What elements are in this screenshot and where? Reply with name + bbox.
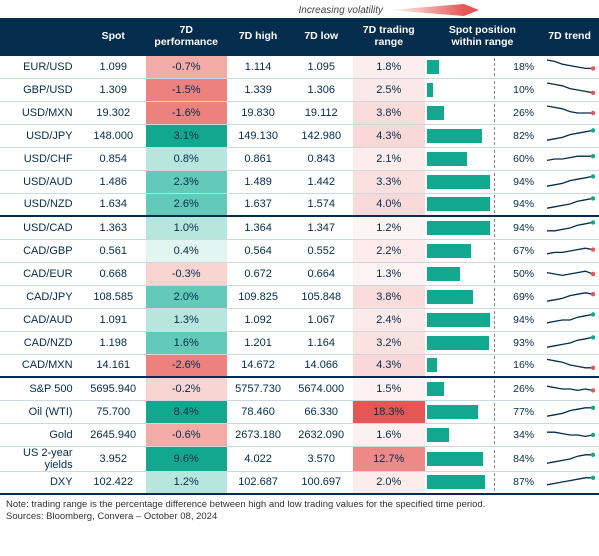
table-row: GBP/USD1.309-1.5%1.3391.3062.5%10%: [0, 78, 599, 101]
table-row: CAD/AUD1.0911.3%1.0921.0672.4%94%: [0, 308, 599, 331]
col-trend: 7D trend: [540, 18, 599, 55]
trend-sparkline: [540, 262, 599, 285]
note-line: Note: trading range is the percentage di…: [6, 499, 593, 511]
position-bar: 34%: [425, 423, 540, 446]
trend-sparkline: [540, 446, 599, 471]
position-bar: 50%: [425, 262, 540, 285]
table-row: USD/NZD1.6342.6%1.6371.5744.0%94%: [0, 193, 599, 216]
trend-sparkline: [540, 377, 599, 400]
position-bar: 87%: [425, 471, 540, 494]
trend-sparkline: [540, 216, 599, 239]
col-perf: 7Dperformance: [146, 18, 227, 55]
table-row: DXY102.4221.2%102.687100.6972.0%87%: [0, 471, 599, 494]
position-bar: 16%: [425, 354, 540, 377]
position-bar: 69%: [425, 285, 540, 308]
trend-sparkline: [540, 193, 599, 216]
trend-sparkline: [540, 78, 599, 101]
trend-sparkline: [540, 170, 599, 193]
col-pos: Spot positionwithin range: [425, 18, 540, 55]
position-bar: 10%: [425, 78, 540, 101]
fx-table: Spot7Dperformance7D high7D low7D trading…: [0, 18, 599, 495]
table-row: S&P 5005695.940-0.2%5757.7305674.0001.5%…: [0, 377, 599, 400]
col-range: 7D tradingrange: [353, 18, 425, 55]
position-bar: 18%: [425, 55, 540, 78]
position-bar: 84%: [425, 446, 540, 471]
table-row: USD/CAD1.3631.0%1.3641.3471.2%94%: [0, 216, 599, 239]
note-line: Sources: Bloomberg, Convera – October 08…: [6, 511, 593, 523]
trend-sparkline: [540, 147, 599, 170]
trend-sparkline: [540, 55, 599, 78]
table-row: USD/AUD1.4862.3%1.4891.4423.3%94%: [0, 170, 599, 193]
col-high: 7D high: [227, 18, 290, 55]
table-row: USD/MXN19.302-1.6%19.83019.1123.8%26%: [0, 101, 599, 124]
position-bar: 26%: [425, 377, 540, 400]
table-row: USD/JPY148.0003.1%149.130142.9804.3%82%: [0, 124, 599, 147]
volatility-legend: Increasing volatility: [0, 0, 599, 18]
footnotes: Note: trading range is the percentage di…: [0, 495, 599, 523]
position-bar: 67%: [425, 239, 540, 262]
table-row: CAD/EUR0.668-0.3%0.6720.6641.3%50%: [0, 262, 599, 285]
position-bar: 82%: [425, 124, 540, 147]
trend-sparkline: [540, 285, 599, 308]
position-bar: 94%: [425, 216, 540, 239]
position-bar: 26%: [425, 101, 540, 124]
table-row: Gold2645.940-0.6%2673.1802632.0901.6%34%: [0, 423, 599, 446]
table-row: US 2-year yields3.9529.6%4.0223.57012.7%…: [0, 446, 599, 471]
position-bar: 94%: [425, 170, 540, 193]
header-row: Spot7Dperformance7D high7D low7D trading…: [0, 18, 599, 55]
table-row: CAD/MXN14.161-2.6%14.67214.0664.3%16%: [0, 354, 599, 377]
table-row: USD/CHF0.8540.8%0.8610.8432.1%60%: [0, 147, 599, 170]
trend-sparkline: [540, 400, 599, 423]
position-bar: 93%: [425, 331, 540, 354]
position-bar: 94%: [425, 193, 540, 216]
legend-gradient: [389, 4, 479, 16]
trend-sparkline: [540, 124, 599, 147]
col-name: [0, 18, 81, 55]
trend-sparkline: [540, 471, 599, 494]
table-row: CAD/GBP0.5610.4%0.5640.5522.2%67%: [0, 239, 599, 262]
position-bar: 60%: [425, 147, 540, 170]
trend-sparkline: [540, 239, 599, 262]
legend-label: Increasing volatility: [299, 5, 383, 16]
trend-sparkline: [540, 101, 599, 124]
position-bar: 94%: [425, 308, 540, 331]
col-spot: Spot: [81, 18, 146, 55]
trend-sparkline: [540, 308, 599, 331]
trend-sparkline: [540, 354, 599, 377]
table-row: CAD/JPY108.5852.0%109.825105.8483.8%69%: [0, 285, 599, 308]
position-bar: 77%: [425, 400, 540, 423]
table-row: CAD/NZD1.1981.6%1.2011.1643.2%93%: [0, 331, 599, 354]
table-row: EUR/USD1.099-0.7%1.1141.0951.8%18%: [0, 55, 599, 78]
trend-sparkline: [540, 331, 599, 354]
col-low: 7D low: [290, 18, 353, 55]
table-row: Oil (WTI)75.7008.4%78.46066.33018.3%77%: [0, 400, 599, 423]
trend-sparkline: [540, 423, 599, 446]
